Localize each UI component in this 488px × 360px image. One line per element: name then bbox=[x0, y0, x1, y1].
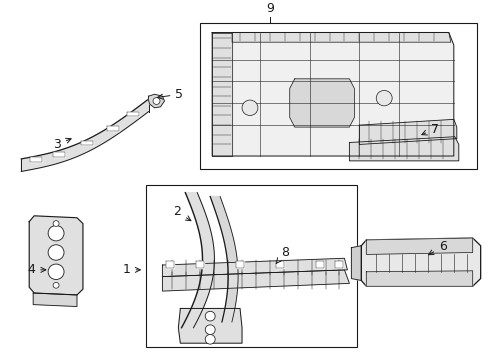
Circle shape bbox=[205, 325, 215, 334]
Polygon shape bbox=[53, 152, 65, 157]
Polygon shape bbox=[212, 32, 232, 156]
Polygon shape bbox=[349, 137, 458, 161]
Polygon shape bbox=[232, 32, 450, 42]
Bar bbox=[200, 23, 476, 168]
Polygon shape bbox=[166, 261, 174, 268]
Polygon shape bbox=[212, 32, 453, 156]
Circle shape bbox=[205, 334, 215, 344]
Circle shape bbox=[242, 100, 257, 116]
Polygon shape bbox=[366, 238, 472, 255]
Polygon shape bbox=[30, 157, 42, 162]
Circle shape bbox=[205, 311, 215, 321]
Polygon shape bbox=[162, 258, 346, 276]
Circle shape bbox=[48, 225, 64, 241]
Polygon shape bbox=[236, 261, 244, 268]
Polygon shape bbox=[81, 141, 93, 145]
Polygon shape bbox=[106, 126, 119, 131]
Text: 3: 3 bbox=[53, 138, 71, 151]
Polygon shape bbox=[210, 197, 238, 322]
Circle shape bbox=[53, 282, 59, 288]
Circle shape bbox=[53, 221, 59, 226]
Polygon shape bbox=[148, 94, 164, 108]
Polygon shape bbox=[29, 216, 83, 295]
Text: 8: 8 bbox=[276, 246, 288, 264]
Polygon shape bbox=[33, 293, 77, 306]
Polygon shape bbox=[275, 261, 283, 268]
Polygon shape bbox=[126, 112, 138, 117]
Text: 1: 1 bbox=[122, 264, 140, 276]
Text: 7: 7 bbox=[421, 122, 438, 135]
Circle shape bbox=[375, 90, 391, 106]
Bar bbox=[145, 185, 357, 347]
Polygon shape bbox=[359, 120, 456, 144]
Polygon shape bbox=[181, 193, 214, 328]
Text: 2: 2 bbox=[173, 206, 190, 221]
Polygon shape bbox=[351, 246, 361, 280]
Polygon shape bbox=[21, 99, 148, 171]
Polygon shape bbox=[315, 261, 323, 268]
Polygon shape bbox=[196, 261, 204, 268]
Polygon shape bbox=[361, 238, 480, 286]
Circle shape bbox=[153, 98, 160, 104]
Text: 5: 5 bbox=[158, 88, 183, 101]
Polygon shape bbox=[162, 270, 349, 291]
Text: 9: 9 bbox=[265, 2, 273, 15]
Polygon shape bbox=[335, 261, 343, 268]
Circle shape bbox=[48, 264, 64, 279]
Text: 6: 6 bbox=[427, 240, 446, 255]
Polygon shape bbox=[178, 309, 242, 343]
Polygon shape bbox=[289, 79, 354, 127]
Circle shape bbox=[48, 245, 64, 260]
Polygon shape bbox=[366, 271, 472, 286]
Text: 4: 4 bbox=[27, 264, 46, 276]
